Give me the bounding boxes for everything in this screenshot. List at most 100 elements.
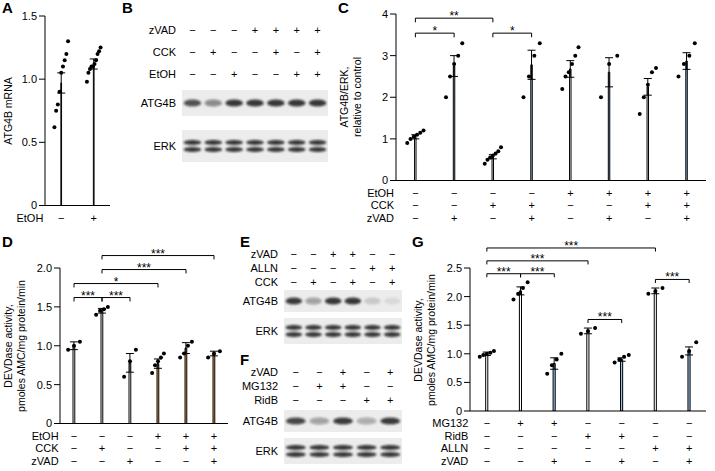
svg-text:+: + (252, 24, 258, 36)
svg-text:−: − (528, 187, 534, 199)
svg-text:−: − (183, 455, 189, 467)
svg-text:−: − (310, 262, 316, 274)
svg-text:+: + (211, 442, 217, 454)
svg-text:+: + (310, 276, 316, 288)
svg-text:+: + (183, 430, 189, 442)
svg-text:***: *** (530, 265, 544, 279)
svg-text:0: 0 (46, 417, 52, 429)
svg-text:EtOH: EtOH (149, 68, 176, 80)
svg-text:−: − (189, 68, 195, 80)
svg-text:−: − (585, 442, 591, 454)
svg-text:ATG4B: ATG4B (141, 97, 176, 109)
svg-text:+: + (551, 455, 557, 467)
svg-text:−: − (490, 212, 496, 224)
svg-text:+: + (91, 212, 97, 224)
svg-text:−: − (412, 199, 418, 211)
svg-text:−: − (189, 46, 195, 58)
svg-text:−: − (652, 455, 658, 467)
svg-text:−: − (127, 442, 133, 454)
svg-text:+: + (99, 442, 105, 454)
svg-text:−: − (645, 212, 651, 224)
svg-text:0: 0 (382, 174, 388, 186)
svg-text:+: + (350, 276, 356, 288)
svg-text:−: − (231, 24, 237, 36)
svg-text:−: − (618, 442, 624, 454)
svg-text:−: − (155, 455, 161, 467)
svg-text:1.0: 1.0 (447, 348, 462, 360)
svg-text:−: − (99, 430, 105, 442)
svg-text:0: 0 (31, 199, 37, 211)
svg-text:−: − (252, 46, 258, 58)
svg-text:+: + (314, 24, 320, 36)
svg-text:+: + (183, 442, 189, 454)
svg-text:−: − (551, 442, 557, 454)
svg-text:3: 3 (382, 50, 388, 62)
svg-text:−: − (484, 442, 490, 454)
svg-text:+: + (210, 46, 216, 58)
svg-text:*: * (432, 24, 437, 38)
svg-text:−: − (551, 430, 557, 442)
svg-text:ERK: ERK (255, 325, 278, 337)
svg-text:EtOH: EtOH (16, 212, 43, 224)
svg-text:+: + (211, 455, 217, 467)
svg-text:***: *** (665, 270, 679, 284)
svg-text:1.0: 1.0 (22, 73, 37, 85)
svg-text:EtOH: EtOH (32, 430, 59, 442)
svg-text:1.5: 1.5 (447, 319, 462, 331)
svg-text:+: + (389, 262, 395, 274)
svg-text:***: *** (530, 252, 544, 266)
svg-text:CCK: CCK (153, 46, 177, 58)
svg-text:CCK: CCK (35, 442, 59, 454)
svg-text:+: + (314, 68, 320, 80)
svg-text:+: + (387, 366, 393, 378)
svg-text:−: − (310, 248, 316, 260)
svg-text:RidB: RidB (254, 394, 278, 406)
svg-text:−: − (567, 212, 573, 224)
svg-text:−: − (686, 430, 692, 442)
svg-text:+: + (618, 455, 624, 467)
svg-text:+: + (155, 430, 161, 442)
svg-text:+: + (683, 212, 689, 224)
svg-text:+: + (645, 187, 651, 199)
svg-text:+: + (231, 68, 237, 80)
svg-text:−: − (293, 380, 299, 392)
svg-text:***: *** (598, 310, 612, 324)
svg-text:+: + (387, 394, 393, 406)
svg-text:+: + (517, 417, 523, 429)
svg-text:−: − (567, 199, 573, 211)
svg-text:+: + (683, 187, 689, 199)
svg-text:−: − (350, 262, 356, 274)
svg-text:−: − (585, 417, 591, 429)
svg-text:+: + (528, 212, 534, 224)
svg-text:+: + (618, 430, 624, 442)
svg-text:2: 2 (382, 91, 388, 103)
svg-text:−: − (316, 394, 322, 406)
svg-text:***: *** (564, 239, 578, 253)
svg-text:ERK: ERK (153, 140, 176, 152)
svg-text:zVAD: zVAD (251, 248, 278, 260)
svg-text:−: − (291, 262, 297, 274)
svg-text:MG132: MG132 (432, 417, 468, 429)
svg-text:−: − (585, 455, 591, 467)
svg-text:−: − (517, 455, 523, 467)
svg-text:−: − (231, 46, 237, 58)
svg-text:MG132: MG132 (242, 380, 278, 392)
svg-text:−: − (293, 366, 299, 378)
svg-text:−: − (363, 366, 369, 378)
svg-text:−: − (412, 187, 418, 199)
svg-text:−: − (210, 24, 216, 36)
svg-text:ALLN: ALLN (250, 262, 278, 274)
svg-text:zVAD: zVAD (31, 455, 58, 467)
svg-text:−: − (189, 24, 195, 36)
svg-text:+: + (340, 380, 346, 392)
svg-text:ATG4B: ATG4B (243, 295, 278, 307)
svg-text:−: − (330, 262, 336, 274)
svg-text:−: − (316, 366, 322, 378)
svg-text:2.0: 2.0 (37, 262, 52, 274)
svg-text:−: − (330, 276, 336, 288)
svg-text:+: + (686, 442, 692, 454)
svg-text:+: + (330, 248, 336, 260)
svg-text:+: + (211, 430, 217, 442)
svg-text:zVAD: zVAD (149, 24, 176, 36)
svg-text:−: − (484, 430, 490, 442)
